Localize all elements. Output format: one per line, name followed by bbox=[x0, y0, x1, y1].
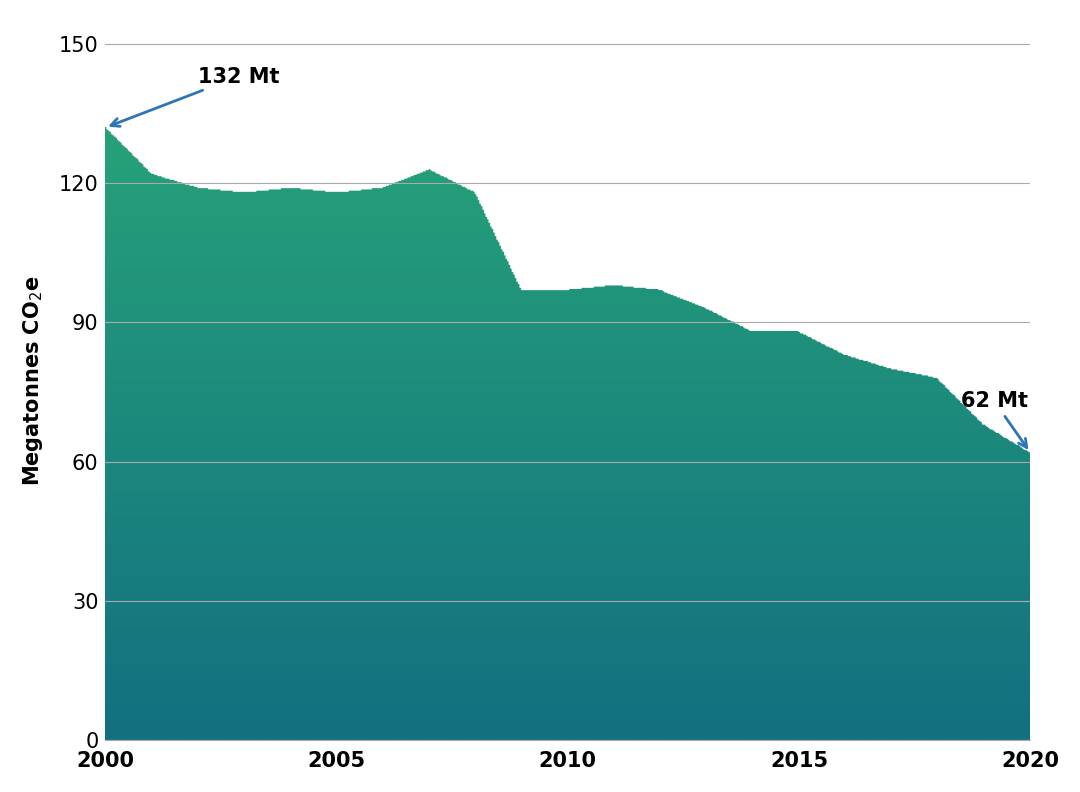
Y-axis label: Megatonnes CO$_2$e: Megatonnes CO$_2$e bbox=[21, 276, 45, 485]
Text: 132 Mt: 132 Mt bbox=[111, 67, 280, 127]
Text: 62 Mt: 62 Mt bbox=[961, 391, 1028, 447]
